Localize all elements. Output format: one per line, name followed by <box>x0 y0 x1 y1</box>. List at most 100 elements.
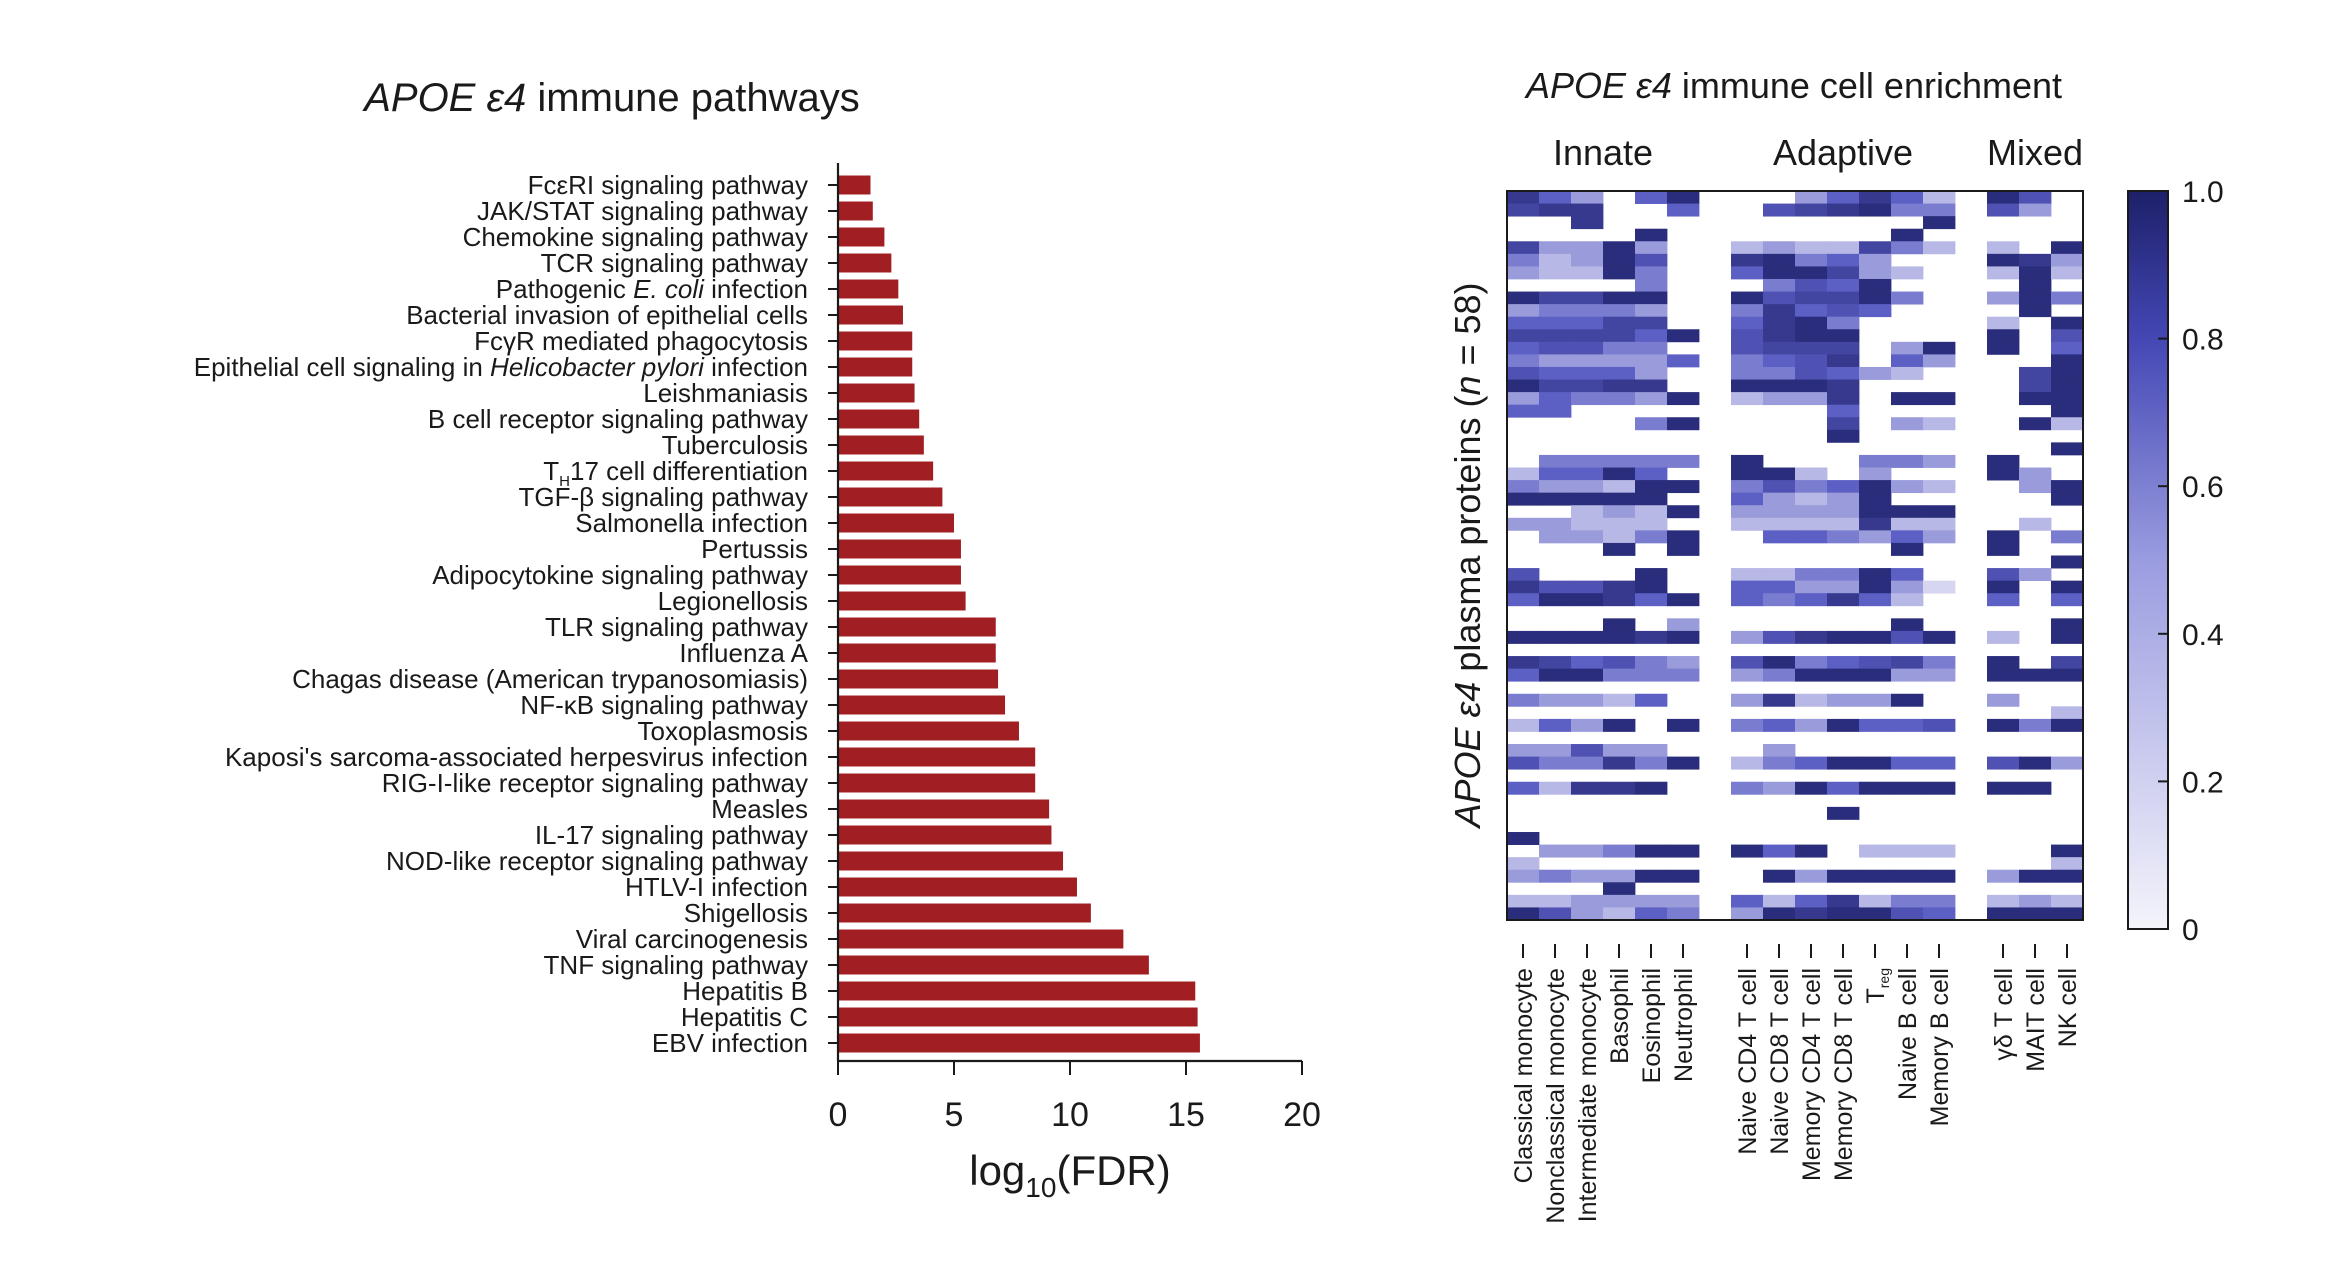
heatmap-cell <box>1667 354 1700 368</box>
heatmap-cell <box>1539 744 1572 758</box>
category-label-bacterial-invasion-of-epithelial-cells: Bacterial invasion of epithelial cells <box>406 300 808 330</box>
category-label-salmonella-infection: Salmonella infection <box>575 508 808 538</box>
heatmap-cell <box>1507 718 1540 732</box>
heatmap-cell <box>1539 253 1572 267</box>
heatmap-cell <box>1667 191 1700 204</box>
heatmap-cell <box>1859 668 1892 682</box>
heatmap-cell <box>1763 894 1796 908</box>
heatmap-cell <box>1731 505 1764 519</box>
heatmap-cell <box>1859 517 1892 531</box>
heatmap-cell <box>1571 907 1604 921</box>
heatmap-cell <box>1667 203 1700 217</box>
heatmap-cell <box>1539 781 1572 795</box>
column-label-memory-b-cell: Memory B cell <box>1926 968 1954 1126</box>
heatmap-cell <box>1571 693 1604 707</box>
category-label-tuberculosis: Tuberculosis <box>662 430 808 460</box>
heatmap-cell <box>1635 341 1668 355</box>
heatmap-cell <box>1539 291 1572 305</box>
heatmap-cell <box>1731 467 1764 481</box>
heatmap-cell <box>1827 781 1860 795</box>
heatmap-cell <box>1987 241 2020 255</box>
category-label-fc-r-mediated-phagocytosis: FcγR mediated phagocytosis <box>474 326 808 356</box>
heatmap-cell <box>1731 781 1764 795</box>
heatmap-cell <box>2051 630 2084 644</box>
heatmap-cell <box>1891 228 1924 242</box>
heatmap-cell <box>1571 844 1604 858</box>
heatmap-cell <box>1635 530 1668 544</box>
heatmap-cell <box>1795 241 1828 255</box>
heatmap-cell <box>1571 366 1604 380</box>
heatmap-cell <box>1763 241 1796 255</box>
heatmap-cell <box>1795 492 1828 506</box>
heatmap-cell <box>1795 781 1828 795</box>
bar-measles <box>838 799 1050 819</box>
bar-htlv-i-infection <box>838 877 1077 897</box>
heatmap-cell <box>1635 316 1668 330</box>
bar-tuberculosis <box>838 435 924 455</box>
heatmap-cell <box>1731 568 1764 582</box>
heatmap-cell <box>1859 366 1892 380</box>
heatmap-cell <box>1795 191 1828 204</box>
heatmap-cell <box>1571 668 1604 682</box>
heatmap-cell <box>1987 530 2020 544</box>
heatmap-cell <box>1635 781 1668 795</box>
heatmap-cell <box>2019 266 2052 280</box>
heatmap-cell <box>1763 278 1796 292</box>
bar-rig-i-like-receptor-signaling-pathway <box>838 773 1036 793</box>
heatmap-cell <box>1923 341 1956 355</box>
heatmap-cell <box>1795 379 1828 393</box>
column-label-t-cell: γδ T cell <box>1990 968 2018 1061</box>
heatmap-cell <box>2051 869 2084 883</box>
heatmap-cell <box>1923 668 1956 682</box>
heatmap-cell <box>1763 467 1796 481</box>
category-label-tgf-signaling-pathway: TGF-β signaling pathway <box>518 482 808 512</box>
heatmap-cell <box>1571 341 1604 355</box>
category-label-rig-i-like-receptor-signaling-pathway: RIG-I-like receptor signaling pathway <box>382 768 808 798</box>
heatmap-cell <box>1859 656 1892 670</box>
bar-legionellosis <box>838 591 966 611</box>
x-tick-label-15: 15 <box>1167 1096 1205 1134</box>
heatmap-cell <box>1763 366 1796 380</box>
heatmap-cell <box>2019 480 2052 494</box>
heatmap-cell <box>1763 844 1796 858</box>
heatmap-cell <box>1603 366 1636 380</box>
heatmap-cell <box>2019 668 2052 682</box>
heatmap-cell <box>1987 693 2020 707</box>
x-tick-label-5: 5 <box>945 1096 964 1134</box>
heatmap-cell <box>1507 266 1540 280</box>
heatmap-cell <box>1891 505 1924 519</box>
heatmap-cell <box>1891 756 1924 770</box>
category-label-adipocytokine-signaling-pathway: Adipocytokine signaling pathway <box>432 560 808 590</box>
category-label-viral-carcinogenesis: Viral carcinogenesis <box>576 924 808 954</box>
heatmap-cell <box>1795 869 1828 883</box>
heatmap-cell <box>1923 517 1956 531</box>
heatmap-cell <box>1827 869 1860 883</box>
heatmap-cell <box>1571 756 1604 770</box>
category-label-measles: Measles <box>711 794 808 824</box>
heatmap-cell <box>1891 542 1924 556</box>
heatmap-cell <box>1763 718 1796 732</box>
heatmap-cell <box>1507 467 1540 481</box>
heatmap-cell <box>1507 191 1540 204</box>
heatmap-cell <box>1891 191 1924 204</box>
heatmap-cell <box>1763 756 1796 770</box>
heatmap-cell <box>1507 744 1540 758</box>
heatmap-cell <box>1539 844 1572 858</box>
heatmap-cell <box>1635 329 1668 343</box>
heatmap-cell <box>1827 379 1860 393</box>
heatmap-cell <box>1763 266 1796 280</box>
heatmap-cell <box>1923 718 1956 732</box>
heatmap-cell <box>1795 291 1828 305</box>
heatmap-cell <box>1635 756 1668 770</box>
category-label-il-17-signaling-pathway: IL-17 signaling pathway <box>535 820 808 850</box>
heatmap-cell <box>1859 480 1892 494</box>
heatmap-cell <box>1923 907 1956 921</box>
heatmap-cell <box>2019 191 2052 204</box>
heatmap-cell <box>1795 505 1828 519</box>
category-label-legionellosis: Legionellosis <box>658 586 808 616</box>
heatmap-cell <box>1667 542 1700 556</box>
heatmap-cell <box>1891 203 1924 217</box>
heatmap-cell <box>1507 630 1540 644</box>
heatmap-cell <box>1731 329 1764 343</box>
